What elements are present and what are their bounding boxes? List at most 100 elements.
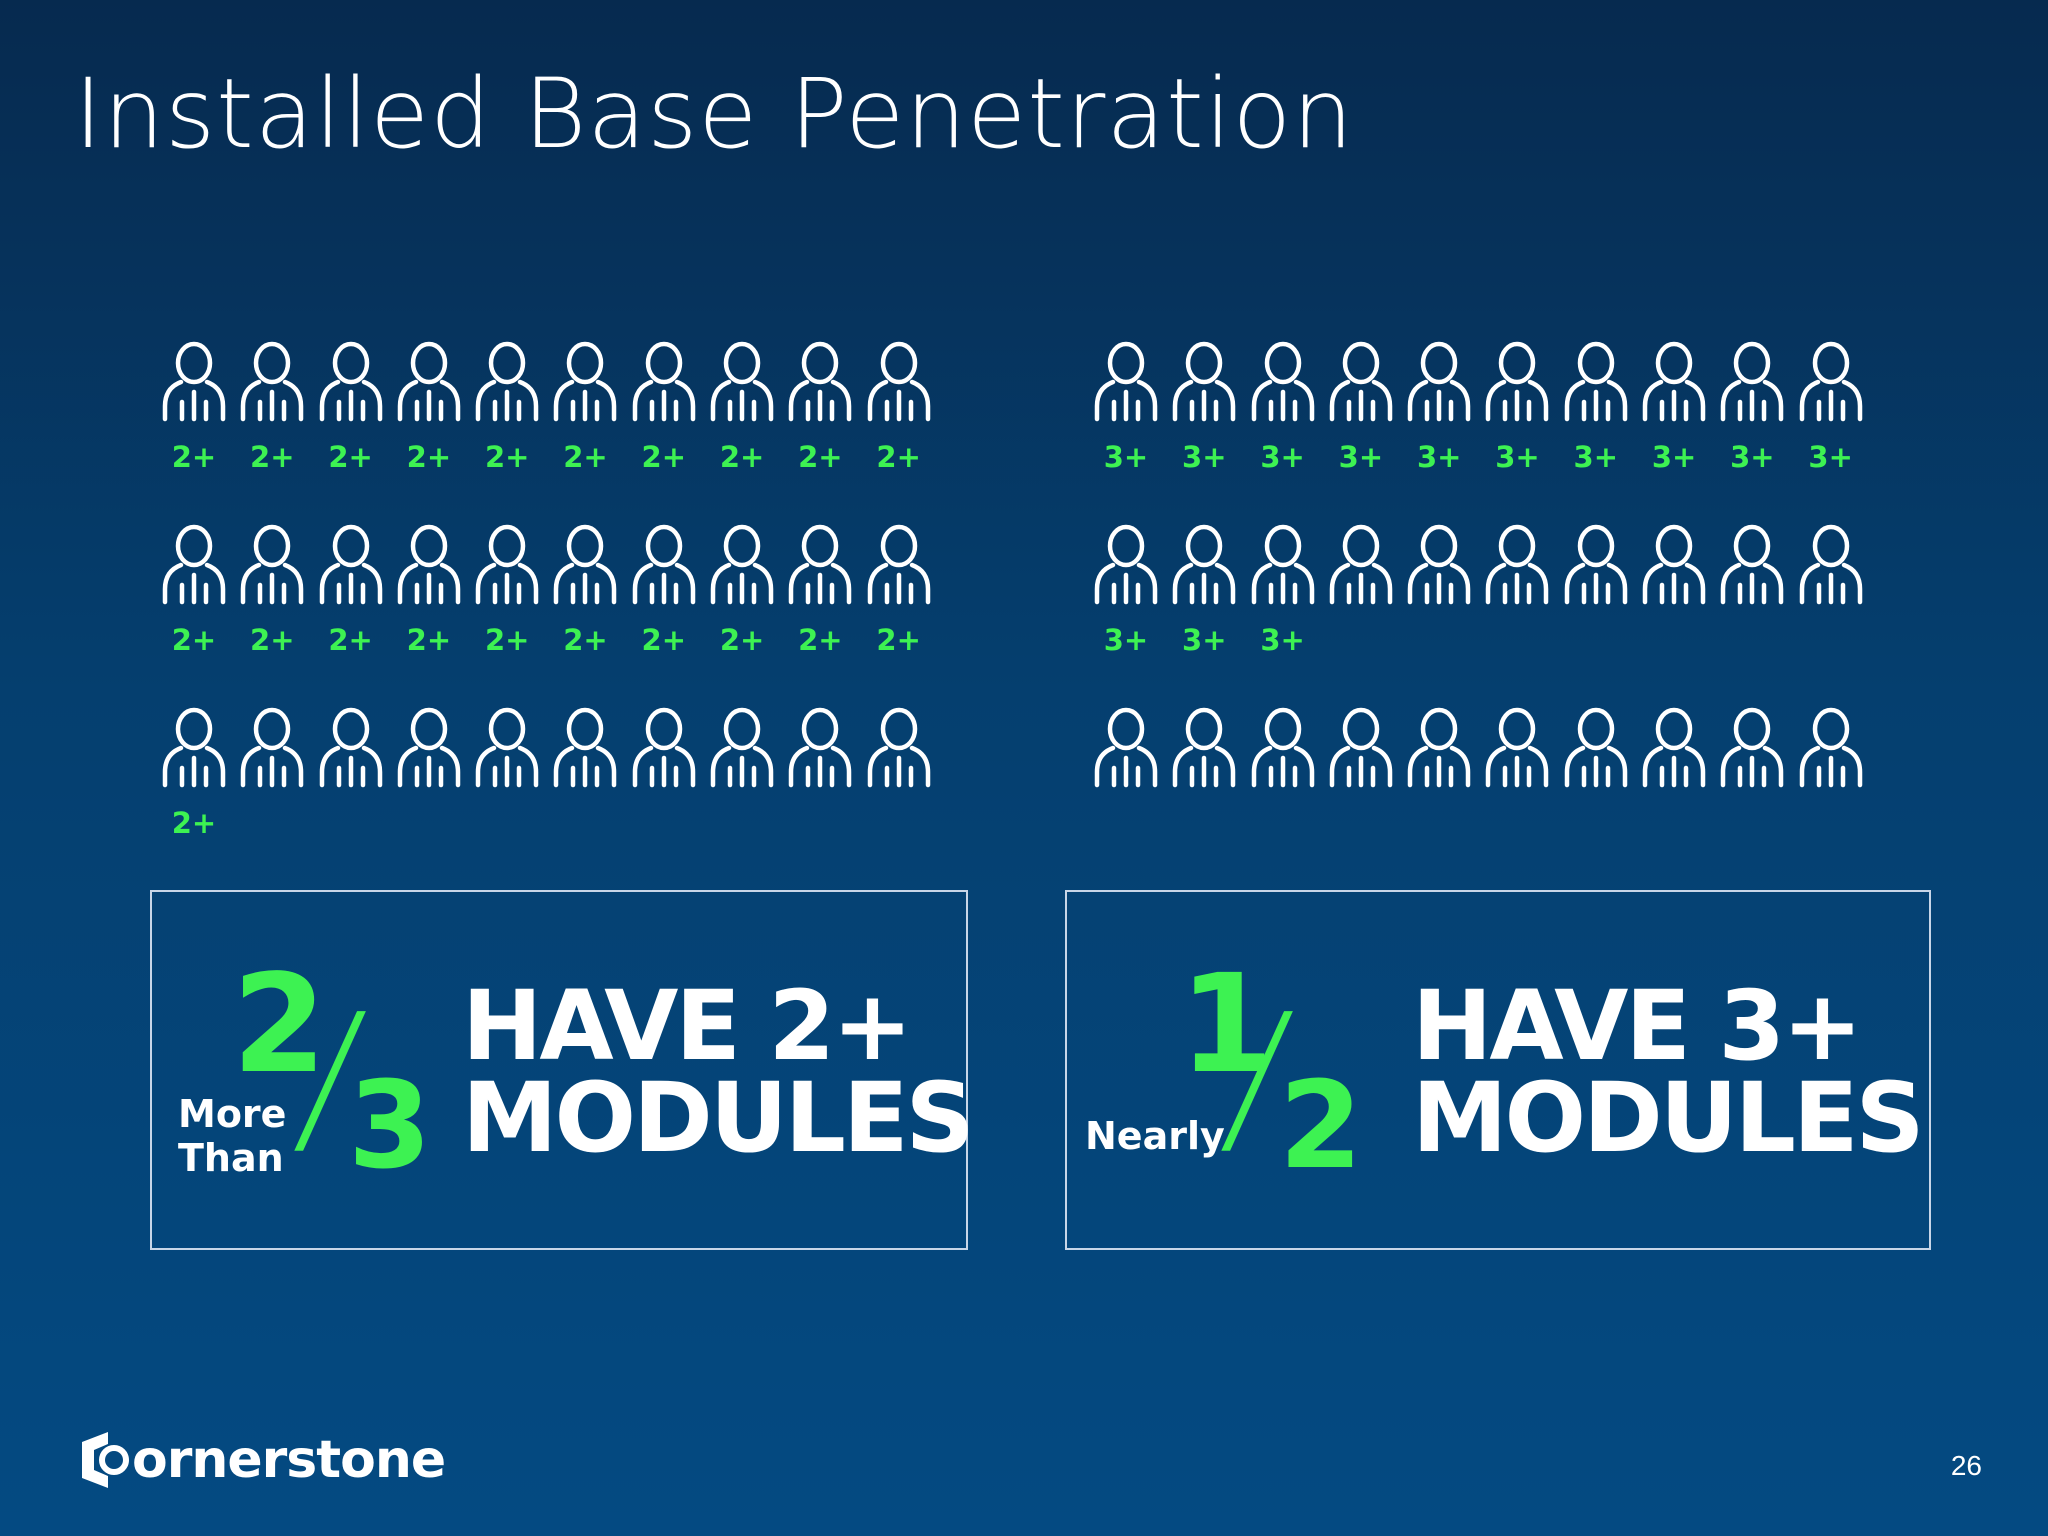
person-icon [1092, 523, 1160, 605]
person-cell [865, 706, 943, 889]
person-cell: 3+ [1562, 340, 1640, 523]
person-cell: 2+ [708, 340, 786, 523]
person-cell [1405, 523, 1483, 706]
person-icon [473, 523, 541, 605]
person-icon [1405, 706, 1473, 788]
module-count-label: 2+ [484, 440, 530, 474]
module-count-label: 3+ [1260, 440, 1305, 474]
person-cell: 2+ [708, 523, 786, 706]
person-icon [395, 523, 463, 605]
person-cell: 2+ [786, 340, 864, 523]
person-cell: 2+ [160, 523, 238, 706]
person-cell: 2+ [395, 523, 473, 706]
right-grid-row [1092, 706, 1892, 889]
person-cell: 3+ [1249, 523, 1327, 706]
module-count-label: 3+ [1495, 440, 1540, 474]
person-icon [1797, 523, 1865, 605]
person-icon [238, 523, 306, 605]
module-count-label: 2+ [719, 440, 765, 474]
person-icon [865, 706, 933, 788]
person-icon [1092, 706, 1160, 788]
person-icon [1170, 523, 1238, 605]
person-cell [238, 706, 316, 889]
person-icon [1640, 340, 1708, 422]
person-icon [865, 340, 933, 422]
module-count-label: 3+ [1260, 623, 1305, 657]
slide-title: Installed Base Penetration [74, 58, 1355, 170]
stat-qualifier-line2: Than [178, 1136, 284, 1180]
person-icon [1640, 706, 1708, 788]
person-cell: 2+ [238, 340, 316, 523]
person-icon [708, 523, 776, 605]
module-count-label: 3+ [1103, 440, 1149, 474]
person-cell [1718, 706, 1796, 889]
stat-headline: HAVE 2+ MODULES [462, 978, 975, 1174]
module-count-label: 2+ [641, 440, 687, 474]
module-count-label: 3+ [1338, 440, 1384, 474]
person-cell: 3+ [1718, 340, 1796, 523]
person-cell: 2+ [473, 523, 551, 706]
module-count-label: 2+ [484, 623, 530, 657]
module-count-label: 3+ [1416, 440, 1462, 474]
person-icon [1327, 340, 1395, 422]
person-cell: 2+ [630, 340, 708, 523]
person-icon [630, 340, 698, 422]
person-cell [1562, 523, 1640, 706]
person-icon [1562, 523, 1630, 605]
person-icon [786, 523, 854, 605]
person-cell [1483, 523, 1561, 706]
person-cell [1797, 523, 1875, 706]
person-icon [786, 706, 854, 788]
person-icon [1483, 523, 1551, 605]
person-cell [1718, 523, 1796, 706]
person-cell: 2+ [786, 523, 864, 706]
person-cell: 2+ [160, 340, 238, 523]
person-icon [1797, 706, 1865, 788]
module-count-label: 3+ [1103, 623, 1149, 657]
person-icon [551, 340, 619, 422]
person-cell [473, 706, 551, 889]
person-cell: 2+ [160, 706, 238, 889]
left-grid-row: 2+ 2+ 2+ 2+ 2+ 2+ 2+ 2+ 2+ 2+ [160, 340, 960, 523]
person-cell: 3+ [1170, 523, 1248, 706]
module-count-label: 2+ [563, 440, 608, 474]
stat-qualifier-line1: More [178, 1092, 287, 1136]
person-icon [1797, 340, 1865, 422]
person-cell [1483, 706, 1561, 889]
person-cell [551, 706, 629, 889]
person-icon [1170, 340, 1238, 422]
person-icon [1170, 706, 1238, 788]
person-cell: 3+ [1640, 340, 1718, 523]
person-icon [317, 706, 385, 788]
module-count-label: 2+ [171, 806, 217, 840]
stat-headline-line2: MODULES [462, 1062, 975, 1174]
left-people-grid: 2+ 2+ 2+ 2+ 2+ 2+ 2+ 2+ 2+ 2+ 2+ 2+ 2+ 2+ 2+ 2+ 2+ 2+ 2+ 2+… [160, 340, 960, 889]
stat-qualifier: More Than [178, 1092, 286, 1180]
person-icon [708, 706, 776, 788]
page-number: 26 [1950, 1450, 1982, 1481]
person-cell: 3+ [1092, 523, 1170, 706]
cornerstone-logo: ornerstone [78, 1428, 446, 1492]
stat-headline-line1: HAVE 3+ [1412, 970, 1863, 1082]
person-cell: 2+ [473, 340, 551, 523]
module-count-label: 2+ [171, 623, 217, 657]
person-icon [317, 523, 385, 605]
person-cell [786, 706, 864, 889]
module-count-label: 2+ [876, 440, 921, 474]
person-cell [1092, 706, 1170, 889]
person-icon [238, 706, 306, 788]
person-icon [1327, 523, 1395, 605]
person-cell: 3+ [1249, 340, 1327, 523]
left-grid-row: 2+ [160, 706, 960, 889]
stat-box-two-plus: More Than 2 / 3 HAVE 2+ MODULES [150, 890, 975, 1250]
person-cell: 2+ [630, 523, 708, 706]
right-people-grid: 3+ 3+ 3+ 3+ 3+ 3+ 3+ 3+ 3+ 3+ 3+ 3+ 3+ [1092, 340, 1892, 889]
person-cell [1797, 706, 1875, 889]
person-cell [395, 706, 473, 889]
person-cell: 2+ [238, 523, 316, 706]
module-count-label: 2+ [719, 623, 765, 657]
person-cell: 3+ [1327, 340, 1405, 523]
person-cell [1640, 523, 1718, 706]
module-count-label: 3+ [1730, 440, 1775, 474]
module-count-label: 2+ [250, 440, 295, 474]
